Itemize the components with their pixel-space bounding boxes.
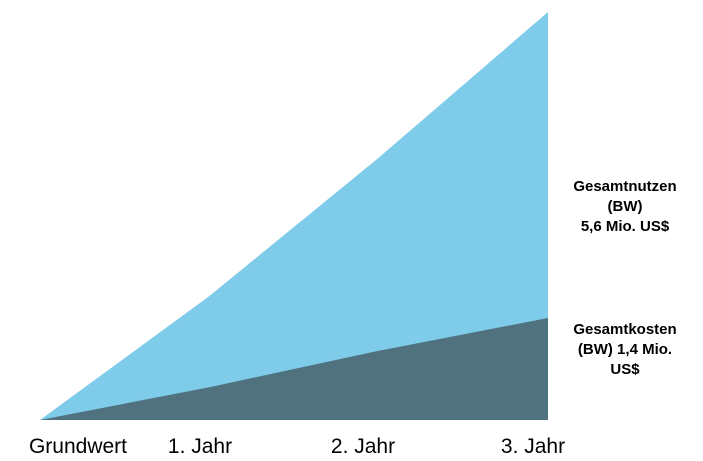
x-tick-label: 1. Jahr <box>168 435 232 458</box>
area-series-group <box>40 12 548 420</box>
annotations: Gesamtnutzen (BW) 5,6 Mio. US$ Gesamtkosten… <box>573 178 676 378</box>
annotation-line: (BW) 1,4 Mio. <box>578 341 672 358</box>
costs-annotation: Gesamtkosten (BW) 1,4 Mio. US$ <box>573 321 676 378</box>
annotation-line: Gesamtkosten <box>573 321 676 338</box>
annotation-line: 5,6 Mio. US$ <box>581 218 670 235</box>
x-tick-label: 2. Jahr <box>331 435 395 458</box>
x-tick-label: 3. Jahr <box>501 435 565 458</box>
benefits-annotation: Gesamtnutzen (BW) 5,6 Mio. US$ <box>573 178 676 235</box>
annotation-line: Gesamtnutzen <box>573 178 676 195</box>
x-axis-tick-labels: Grundwert 1. Jahr 2. Jahr 3. Jahr <box>29 435 565 458</box>
annotation-line: (BW) <box>608 198 643 215</box>
annotation-line: US$ <box>610 361 640 378</box>
x-tick-label: Grundwert <box>29 435 127 458</box>
